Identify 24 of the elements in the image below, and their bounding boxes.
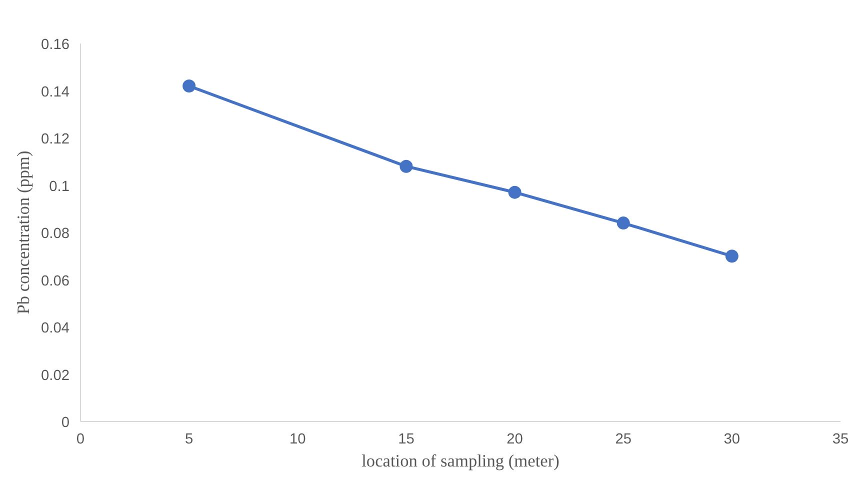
- point: [400, 160, 413, 173]
- y-tick-label: 0.02: [40, 368, 70, 384]
- y-tick-label: 0: [61, 415, 70, 431]
- y-tick-label: 0.16: [40, 37, 70, 53]
- x-tick-label: 20: [506, 432, 523, 448]
- point: [616, 216, 630, 230]
- point: [182, 80, 196, 93]
- y-axis-title: Pb concentration (ppm): [14, 150, 33, 314]
- y-tick-label: 0.12: [40, 132, 70, 148]
- y-tick-label: 0.14: [40, 84, 70, 100]
- y-tick-label: 0.04: [40, 320, 70, 336]
- x-axis-title: location of sampling (meter): [362, 452, 560, 470]
- point: [508, 186, 522, 199]
- x-tick-label: 35: [832, 432, 849, 448]
- y-tick-label: 0.1: [49, 178, 70, 195]
- x-tick-label: 25: [615, 432, 632, 448]
- y-tick-label: 0.08: [40, 226, 70, 242]
- x-tick-label: 0: [76, 432, 85, 448]
- x-tick-label: 5: [184, 432, 194, 448]
- y-tick-label: 0.06: [40, 273, 70, 290]
- x-tick-label: 15: [398, 432, 414, 448]
- point: [725, 250, 738, 263]
- x-tick-label: 30: [724, 432, 740, 448]
- x-tick-label: 10: [289, 432, 306, 448]
